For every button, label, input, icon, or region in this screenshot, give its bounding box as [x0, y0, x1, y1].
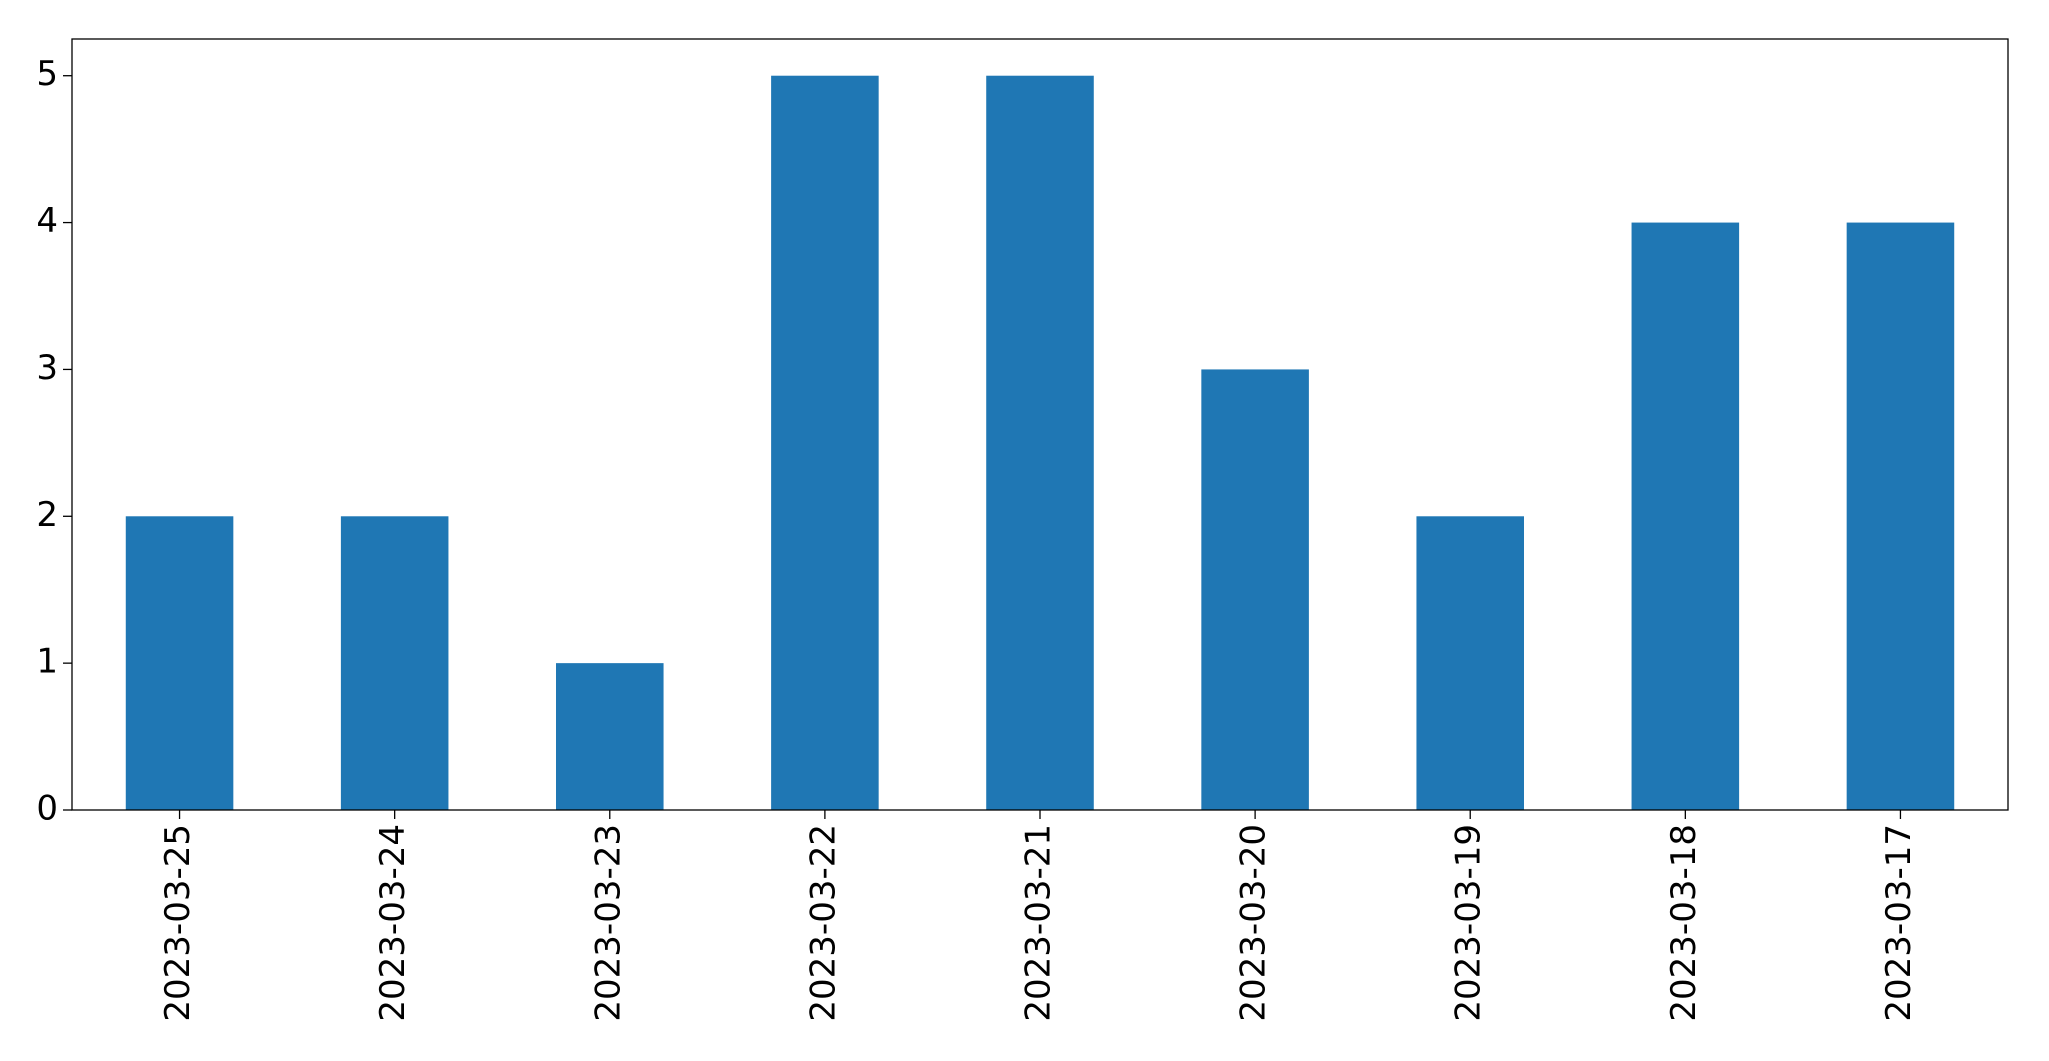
- x-tick-label: 2023-03-24: [373, 824, 413, 1022]
- x-tick-label: 2023-03-21: [1019, 824, 1059, 1022]
- x-tick-label: 2023-03-19: [1449, 824, 1489, 1022]
- y-tick-label: 3: [36, 348, 58, 388]
- x-tick-label: 2023-03-22: [803, 824, 843, 1022]
- bar: [1846, 222, 1955, 811]
- bar: [125, 516, 234, 810]
- x-tick-label: 2023-03-20: [1234, 824, 1274, 1022]
- bar: [556, 663, 664, 810]
- x-tick-label: 2023-03-23: [588, 824, 628, 1022]
- bar: [340, 516, 449, 810]
- y-tick-label: 0: [36, 789, 58, 829]
- y-tick-label: 4: [36, 201, 58, 241]
- bar: [986, 75, 1094, 810]
- x-tick-label: 2023-03-18: [1664, 824, 1704, 1022]
- y-tick-label: 5: [36, 54, 58, 94]
- bar: [1416, 516, 1524, 810]
- bar: [771, 75, 879, 810]
- bar: [1631, 222, 1740, 811]
- bar: [1201, 369, 1309, 810]
- x-tick-label: 2023-03-17: [1879, 824, 1919, 1022]
- plot-frame: [71, 38, 2009, 811]
- y-tick-label: 2: [36, 495, 58, 535]
- x-tick-label: 2023-03-25: [158, 824, 198, 1022]
- y-tick-label: 1: [36, 642, 58, 682]
